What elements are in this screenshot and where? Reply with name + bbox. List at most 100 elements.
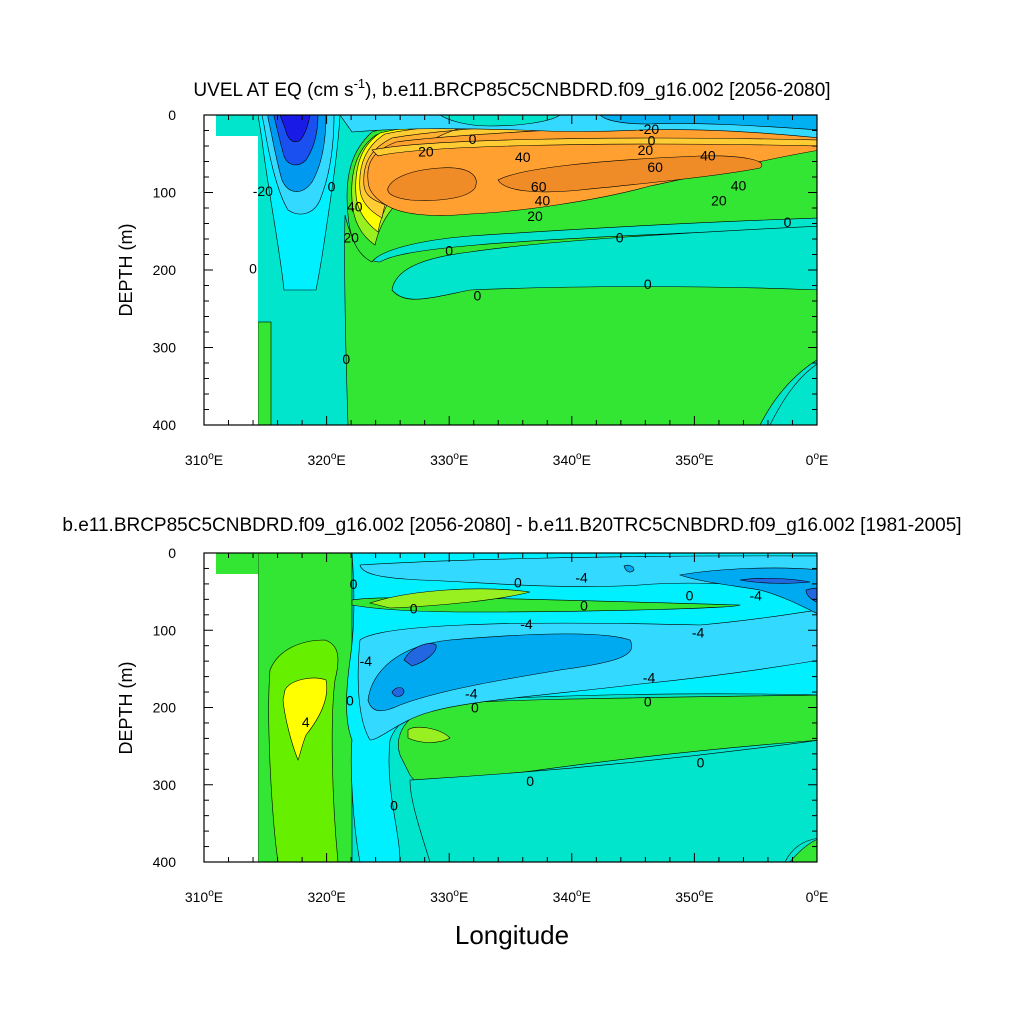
contour-label: 60: [531, 178, 547, 194]
land-edge-ocean: [216, 115, 258, 136]
x-tick-label: 350oE: [675, 451, 713, 468]
contour-label: 0: [644, 693, 652, 709]
contour-label: -4: [692, 625, 705, 641]
fill-upper-band: [371, 137, 817, 157]
panel-1-contour-fill: [204, 115, 817, 425]
contour-label: -4: [749, 587, 762, 603]
contour-label: 0: [249, 260, 257, 276]
x-tick-label: 310oE: [185, 451, 223, 468]
panel-2-xlabel: Longitude: [455, 920, 569, 950]
contour-label: -4: [520, 616, 533, 632]
fill-yellowgreen-west: [268, 639, 339, 862]
x-tick-label: 330oE: [430, 451, 468, 468]
y-tick-label: 0: [168, 545, 176, 561]
contour-label: 0: [644, 276, 652, 292]
contour-label: 40: [535, 192, 551, 208]
x-tick-label: 0oE: [806, 451, 829, 468]
fill-darkorange-core-2: [497, 155, 763, 193]
contour-label: 0: [526, 773, 534, 789]
contour-label: -20: [253, 183, 273, 199]
fill-yellowgreen-blob-1: [407, 726, 451, 743]
contour-label: -4: [465, 686, 478, 702]
fill-surface-turquoise: [439, 115, 561, 127]
fill-darkblue-core-2: [391, 687, 405, 697]
x-tick-label: 330oE: [430, 888, 468, 905]
fill-yellowgreen-wedge: [368, 588, 531, 609]
contour-label: 60: [647, 159, 663, 175]
contour-label: -20: [639, 121, 659, 137]
contour-label: 0: [580, 598, 588, 614]
panel-1-title-rest: ), b.e11.BRCP85C5CNBDRD.f09_g16.002 [205…: [365, 80, 830, 101]
contour-label: 20: [711, 192, 727, 208]
fill-surface-darkblue-east: [739, 577, 811, 584]
contour-label: 0: [616, 229, 624, 245]
contour-label: 0: [350, 576, 358, 592]
land-mask: [204, 115, 258, 425]
fill-lightblue-upper: [359, 555, 817, 591]
contour-label: 20: [527, 208, 543, 224]
contour-label: 0: [648, 133, 656, 149]
fill-surface-speck: [623, 564, 635, 573]
contour-label: -4: [575, 570, 588, 586]
y-tick-label: 300: [153, 777, 177, 793]
contour-label: 0: [473, 288, 481, 304]
contour-label: -4: [643, 669, 656, 685]
contour-label: 0: [469, 131, 477, 147]
x-tick-label: 320oE: [307, 888, 345, 905]
contour-label: 40: [700, 147, 716, 163]
x-tick-label: 0oE: [806, 888, 829, 905]
y-tick-label: 100: [153, 622, 177, 638]
contour-label: 0: [410, 601, 418, 617]
fill-west-navy: [279, 115, 311, 143]
contour-label: 0: [697, 754, 705, 770]
contour-label: -4: [360, 653, 373, 669]
panel-1-ylabel: DEPTH (m): [116, 224, 136, 317]
contour-label: 0: [328, 178, 336, 194]
panel-1-title-main: UVEL AT EQ (cm s: [193, 80, 353, 101]
y-tick-label: 200: [153, 700, 177, 716]
x-tick-label: 350oE: [675, 888, 713, 905]
contour-label: 0: [445, 243, 453, 259]
x-tick-label: 340oE: [553, 888, 591, 905]
fill-cyan-se: [769, 363, 817, 425]
contour-label: 40: [347, 198, 363, 214]
x-tick-label: 340oE: [553, 451, 591, 468]
panel-2-contour-fill: [204, 553, 817, 862]
panel-1-title: UVEL AT EQ (cm s-1), b.e11.BRCP85C5CNBDR…: [193, 76, 830, 101]
fill-green-se: [789, 839, 817, 862]
y-tick-label: 0: [168, 107, 176, 123]
contour-label: 0: [784, 214, 792, 230]
contour-label: 0: [346, 693, 354, 709]
y-tick-label: 400: [153, 417, 177, 433]
y-tick-label: 200: [153, 262, 177, 278]
y-tick-label: 400: [153, 854, 177, 870]
contour-label: 0: [342, 351, 350, 367]
panel-2-ticks: 0 100 200 300 400 310oE 320oE 330oE 340oE 350oE 0o…: [153, 545, 829, 905]
contour-label: 0: [686, 587, 694, 603]
land-edge-ocean: [216, 553, 258, 574]
fill-yellow-core: [282, 677, 328, 761]
fill-darkorange-core-1: [387, 167, 477, 201]
contour-label: 40: [731, 178, 747, 194]
contour-label: 20: [343, 229, 359, 245]
fill-darkblue-core-1: [403, 643, 437, 667]
fill-green-west: [257, 321, 272, 425]
contour-label: 40: [515, 149, 531, 165]
contour-label: 20: [418, 143, 434, 159]
contour-label: 0: [390, 798, 398, 814]
contour-label: 20: [638, 142, 654, 158]
land-mask: [204, 553, 258, 862]
x-tick-label: 320oE: [307, 451, 345, 468]
y-tick-label: 100: [153, 185, 177, 201]
fill-turquoise-deep: [409, 740, 817, 862]
contour-label: 0: [514, 574, 522, 590]
fill-turquoise-band: [391, 225, 817, 300]
x-tick-label: 310oE: [185, 888, 223, 905]
fill-surface-blue: [599, 115, 817, 131]
panel-2-ylabel: DEPTH (m): [116, 662, 136, 755]
svg-text:UVEL AT EQ (cm s-1), b.e11.BRC: UVEL AT EQ (cm s-1), b.e11.BRCP85C5CNBDR…: [193, 76, 830, 101]
